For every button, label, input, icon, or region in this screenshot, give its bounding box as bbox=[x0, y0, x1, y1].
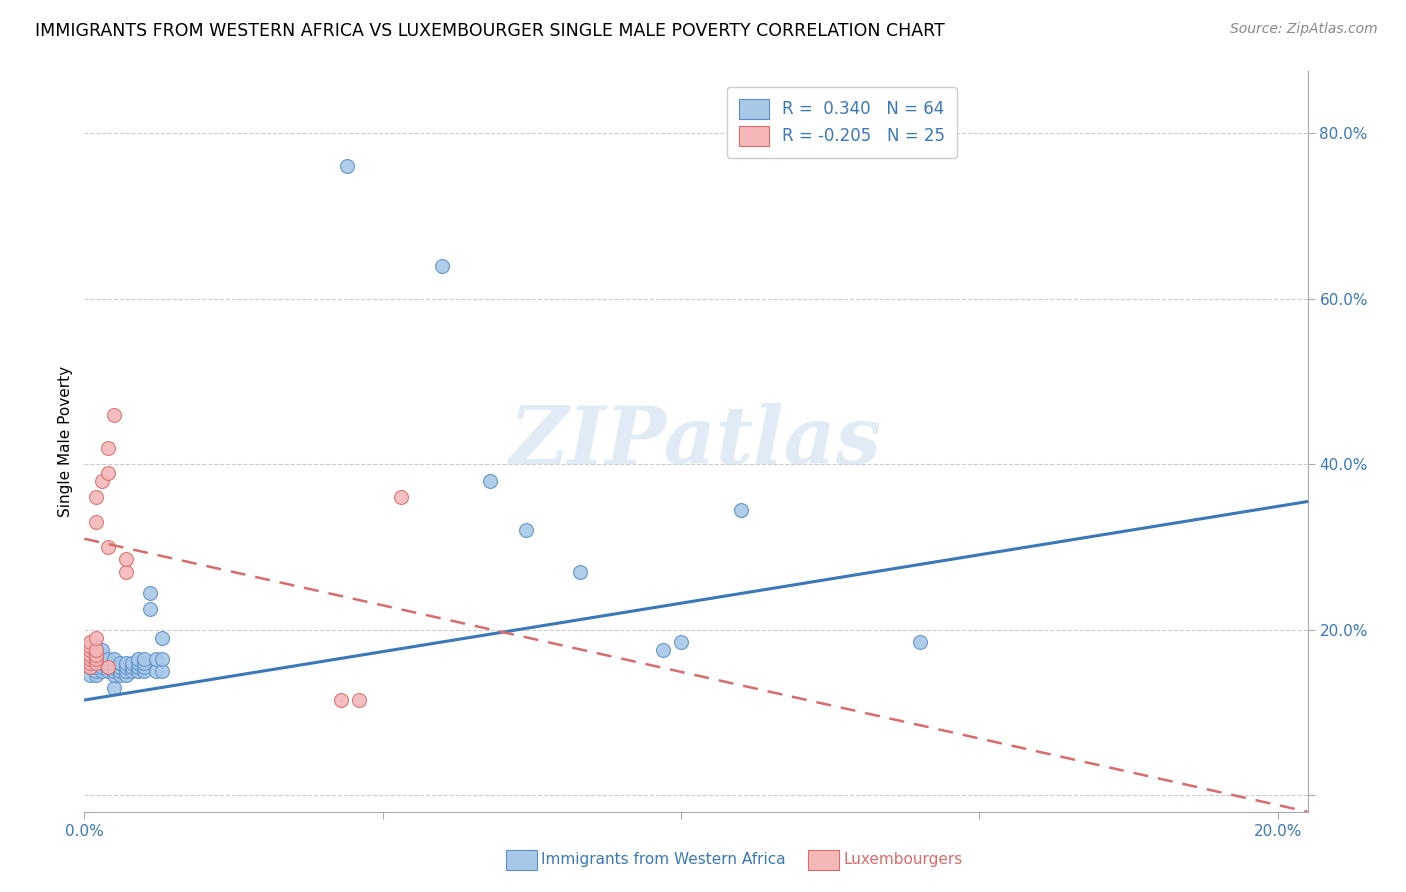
Point bbox=[91, 474, 114, 488]
Point bbox=[103, 408, 125, 422]
Point bbox=[97, 651, 120, 665]
Point bbox=[132, 660, 155, 674]
Point bbox=[79, 643, 101, 657]
Point bbox=[84, 640, 107, 654]
Point bbox=[97, 660, 120, 674]
Point bbox=[389, 491, 412, 505]
Legend: R =  0.340   N = 64, R = -0.205   N = 25: R = 0.340 N = 64, R = -0.205 N = 25 bbox=[727, 87, 956, 158]
Point bbox=[91, 643, 114, 657]
Point bbox=[336, 160, 359, 174]
Point bbox=[150, 631, 173, 645]
Point bbox=[115, 668, 138, 682]
Point bbox=[84, 656, 107, 670]
Point bbox=[127, 656, 149, 670]
Point bbox=[150, 651, 173, 665]
Point bbox=[115, 664, 138, 678]
Point bbox=[150, 664, 173, 678]
Point bbox=[515, 524, 537, 538]
Point bbox=[132, 651, 155, 665]
Point bbox=[84, 668, 107, 682]
Point bbox=[84, 664, 107, 678]
Point bbox=[479, 474, 502, 488]
Point bbox=[108, 664, 131, 678]
Point bbox=[127, 651, 149, 665]
Point bbox=[115, 660, 138, 674]
Point bbox=[91, 656, 114, 670]
Point bbox=[84, 491, 107, 505]
Point bbox=[91, 651, 114, 665]
Point bbox=[103, 660, 125, 674]
Y-axis label: Single Male Poverty: Single Male Poverty bbox=[58, 366, 73, 517]
Text: Luxembourgers: Luxembourgers bbox=[844, 853, 963, 867]
Point bbox=[145, 664, 167, 678]
Point bbox=[79, 643, 101, 657]
Point bbox=[84, 651, 107, 665]
Point bbox=[127, 660, 149, 674]
Point bbox=[103, 664, 125, 678]
Point bbox=[84, 515, 107, 529]
Point bbox=[79, 635, 101, 649]
Point bbox=[908, 635, 931, 649]
Text: Source: ZipAtlas.com: Source: ZipAtlas.com bbox=[1230, 22, 1378, 37]
Point bbox=[79, 656, 101, 670]
Point bbox=[132, 656, 155, 670]
Point bbox=[79, 651, 101, 665]
Point bbox=[84, 648, 107, 662]
Point bbox=[669, 635, 692, 649]
Point bbox=[79, 648, 101, 662]
Point bbox=[79, 656, 101, 670]
Text: ZIPatlas: ZIPatlas bbox=[510, 403, 882, 480]
Point bbox=[115, 565, 138, 579]
Point bbox=[108, 660, 131, 674]
Point bbox=[121, 656, 143, 670]
Point bbox=[91, 660, 114, 674]
Point bbox=[84, 660, 107, 674]
Point bbox=[139, 585, 162, 599]
Point bbox=[108, 668, 131, 682]
Point bbox=[97, 656, 120, 670]
Point bbox=[115, 552, 138, 566]
Point bbox=[97, 664, 120, 678]
Point bbox=[121, 664, 143, 678]
Point bbox=[103, 651, 125, 665]
Point bbox=[132, 664, 155, 678]
Point bbox=[652, 643, 675, 657]
Point bbox=[127, 664, 149, 678]
Point bbox=[79, 640, 101, 654]
Point bbox=[79, 668, 101, 682]
Point bbox=[84, 648, 107, 662]
Text: Immigrants from Western Africa: Immigrants from Western Africa bbox=[541, 853, 786, 867]
Point bbox=[108, 656, 131, 670]
Point bbox=[91, 664, 114, 678]
Point bbox=[121, 660, 143, 674]
Point bbox=[97, 540, 120, 554]
Point bbox=[103, 668, 125, 682]
Point bbox=[730, 503, 752, 517]
Text: IMMIGRANTS FROM WESTERN AFRICA VS LUXEMBOURGER SINGLE MALE POVERTY CORRELATION C: IMMIGRANTS FROM WESTERN AFRICA VS LUXEMB… bbox=[35, 22, 945, 40]
Point bbox=[84, 631, 107, 645]
Point bbox=[432, 259, 454, 273]
Point bbox=[91, 648, 114, 662]
Point bbox=[97, 466, 120, 480]
Point bbox=[115, 656, 138, 670]
Point bbox=[79, 648, 101, 662]
Point bbox=[79, 660, 101, 674]
Point bbox=[568, 565, 591, 579]
Point bbox=[347, 693, 370, 707]
Point bbox=[84, 651, 107, 665]
Point bbox=[103, 681, 125, 695]
Point bbox=[97, 441, 120, 455]
Point bbox=[84, 643, 107, 657]
Point bbox=[97, 660, 120, 674]
Point bbox=[84, 656, 107, 670]
Point bbox=[84, 643, 107, 657]
Point bbox=[329, 693, 352, 707]
Point bbox=[145, 651, 167, 665]
Point bbox=[79, 640, 101, 654]
Point bbox=[79, 651, 101, 665]
Point bbox=[79, 660, 101, 674]
Point bbox=[139, 602, 162, 616]
Point bbox=[103, 656, 125, 670]
